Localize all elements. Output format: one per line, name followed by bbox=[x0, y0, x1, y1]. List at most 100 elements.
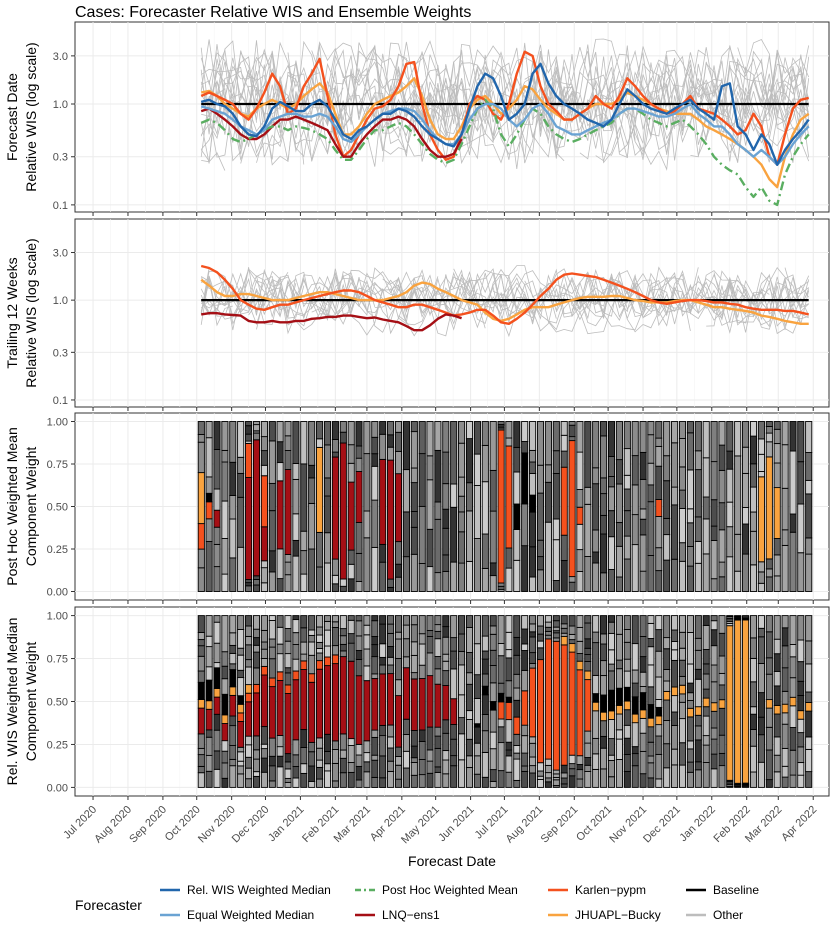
weight-bar-segment bbox=[387, 673, 395, 726]
weight-bar-segment bbox=[292, 619, 300, 634]
weight-bar-segment bbox=[671, 711, 679, 726]
weight-bar-segment bbox=[355, 580, 363, 592]
weight-bar-segment bbox=[505, 615, 513, 633]
weight-bar-segment bbox=[300, 615, 308, 629]
weight-bar-segment bbox=[371, 620, 379, 637]
y-tick-label: 0.75 bbox=[47, 459, 68, 471]
weight-bar-segment bbox=[805, 691, 813, 703]
weight-bar-segment bbox=[678, 659, 687, 677]
weight-bar-segment bbox=[584, 771, 592, 788]
weight-bar-segment bbox=[418, 633, 426, 645]
weight-bar-segment bbox=[678, 438, 687, 468]
weight-bar-segment bbox=[245, 615, 253, 627]
weight-bar-segment bbox=[647, 638, 655, 648]
other-forecaster-line bbox=[287, 41, 810, 126]
weight-bar-segment bbox=[702, 706, 710, 717]
weight-bar-segment bbox=[781, 544, 789, 592]
weight-bar-segment bbox=[363, 771, 371, 788]
weight-bar-segment bbox=[387, 446, 395, 461]
weight-bar-segment bbox=[197, 441, 205, 474]
weight-bar-segment bbox=[379, 421, 387, 435]
weight-bar-segment bbox=[773, 443, 781, 464]
weight-bar-segment bbox=[686, 761, 694, 773]
weight-bar-segment bbox=[426, 675, 434, 728]
weight-bar-segment bbox=[797, 639, 805, 663]
weight-bar-segment bbox=[765, 576, 773, 592]
weight-bar-segment bbox=[536, 640, 545, 649]
weight-bar-segment bbox=[505, 437, 513, 447]
weight-bar-segment bbox=[678, 542, 687, 562]
weight-bar-segment bbox=[458, 615, 466, 635]
weight-bar-segment bbox=[316, 778, 324, 788]
weight-bar-segment bbox=[702, 457, 710, 498]
weight-bar-segment bbox=[387, 633, 395, 647]
weight-bar-segment bbox=[607, 760, 616, 778]
weight-bar-segment bbox=[749, 530, 758, 566]
weight-bar-segment bbox=[789, 677, 797, 698]
y-axis-title: Relative WIS (log scale) bbox=[23, 42, 39, 191]
weight-bar-segment bbox=[371, 737, 379, 756]
weight-bar-segment bbox=[213, 696, 221, 715]
weight-bar-segment bbox=[805, 421, 813, 453]
weight-bar-segment bbox=[671, 629, 679, 642]
weight-bar-segment bbox=[623, 615, 631, 630]
weight-bar-segment bbox=[252, 579, 261, 586]
weight-bar-segment bbox=[781, 690, 789, 705]
weight-bar-segment bbox=[600, 493, 608, 516]
other-forecaster-line bbox=[690, 273, 810, 321]
weight-bar-segment bbox=[529, 742, 537, 758]
weight-bar-segment bbox=[221, 678, 229, 695]
weight-bar-segment bbox=[678, 718, 687, 744]
weight-bar-segment bbox=[781, 627, 789, 647]
weight-bar-segment bbox=[607, 689, 616, 712]
weight-bar-segment bbox=[450, 765, 458, 788]
weight-bar-segment bbox=[355, 552, 363, 582]
weight-bar-segment bbox=[489, 709, 497, 733]
weight-bar-segment bbox=[229, 421, 237, 463]
weight-bar-segment bbox=[237, 677, 245, 697]
weight-bar-segment bbox=[623, 558, 631, 592]
weight-bar-segment bbox=[402, 750, 410, 769]
weight-bar-segment bbox=[442, 483, 450, 510]
weight-bar-segment bbox=[402, 767, 410, 788]
weight-bar-segment bbox=[221, 762, 229, 779]
weight-bar-segment bbox=[678, 508, 687, 544]
weight-bar-segment bbox=[481, 730, 489, 753]
weight-bar-segment bbox=[245, 684, 253, 694]
weight-bar-segment bbox=[568, 615, 576, 627]
weight-bar-segment bbox=[331, 740, 339, 750]
weight-bar-segment bbox=[631, 722, 639, 748]
weight-bar-segment bbox=[513, 503, 521, 530]
weight-bar-segment bbox=[434, 683, 442, 728]
weight-bar-segment bbox=[197, 699, 205, 709]
y-tick-label: 0.1 bbox=[53, 395, 68, 407]
weight-bar-segment bbox=[252, 637, 261, 646]
weight-bar-segment bbox=[757, 453, 765, 472]
weight-bar-segment bbox=[221, 750, 229, 764]
weight-bar-segment bbox=[694, 540, 702, 564]
weight-bar-segment bbox=[473, 485, 481, 539]
weight-bar-segment bbox=[521, 669, 529, 692]
weight-bar-segment bbox=[481, 635, 489, 652]
weight-bar-segment bbox=[347, 771, 355, 788]
weight-bar-segment bbox=[442, 615, 450, 628]
weight-bar-segment bbox=[213, 729, 221, 752]
weight-bar-segment bbox=[584, 730, 592, 744]
weight-bar-segment bbox=[671, 764, 679, 788]
weight-bar-segment bbox=[308, 681, 316, 743]
weight-bar-segment bbox=[600, 572, 608, 592]
weight-bar-segment bbox=[521, 452, 529, 505]
weight-bar-segment bbox=[544, 772, 552, 779]
weight-bar-segment bbox=[742, 421, 750, 448]
weight-bar-segment bbox=[678, 466, 687, 491]
weight-bar-segment bbox=[639, 534, 647, 572]
weight-bar-segment bbox=[671, 421, 679, 444]
weight-bar-segment bbox=[694, 469, 702, 518]
weight-bar-segment bbox=[781, 712, 789, 725]
weight-bar-segment bbox=[308, 654, 316, 675]
panel-trailing: 3.0 1.0 0.3 0.1 Trailing 12 Weeks Relative WI… bbox=[4, 218, 830, 411]
weight-bar-segment bbox=[560, 644, 568, 766]
weight-bar-segment bbox=[663, 559, 671, 592]
weight-bar-segment bbox=[308, 741, 316, 753]
weight-bar-segment bbox=[284, 469, 292, 555]
